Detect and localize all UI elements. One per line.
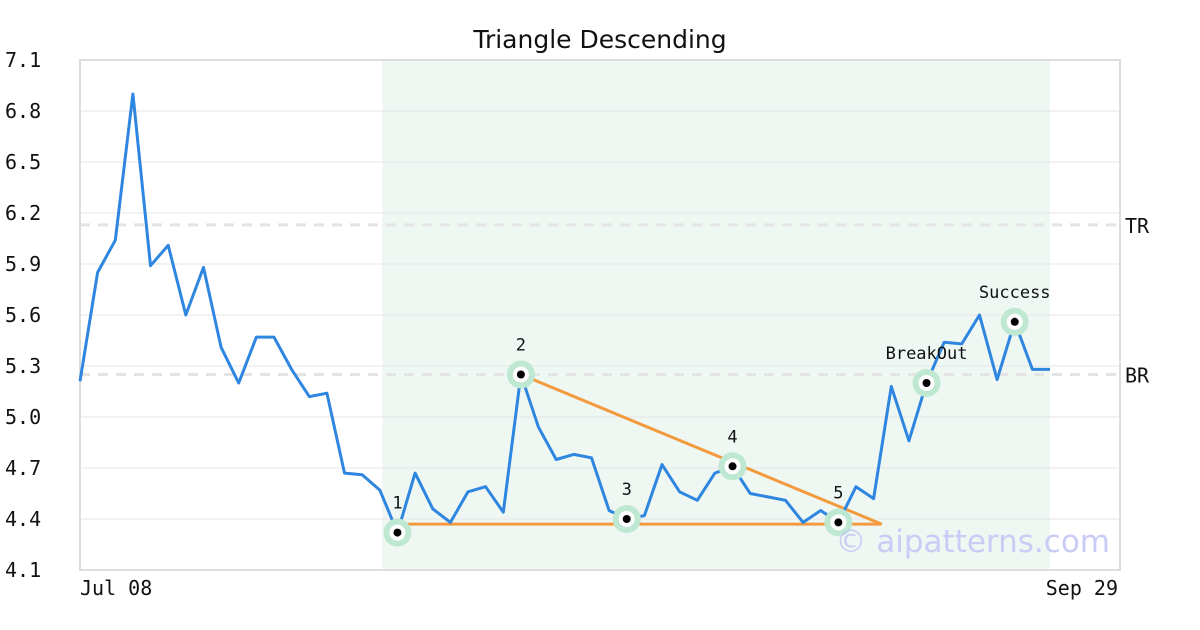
y-tick-label: 6.2 bbox=[5, 201, 41, 225]
point-dot-3 bbox=[622, 515, 631, 523]
level-label-br: BR bbox=[1125, 364, 1150, 388]
plot-frame bbox=[79, 59, 1121, 571]
trendline-2 bbox=[520, 373, 883, 526]
pattern-points-layer: 1 2 3 4 5 BreakOut Success bbox=[383, 283, 1051, 547]
price-series-layer bbox=[78, 92, 1050, 535]
level-lines-layer: TR BR bbox=[80, 214, 1150, 388]
point-label-2: 2 bbox=[516, 336, 526, 356]
point-label-4: 4 bbox=[727, 427, 737, 447]
point-dot-1 bbox=[393, 528, 402, 537]
point-label-3: 3 bbox=[622, 480, 632, 500]
y-tick-label: 5.9 bbox=[5, 252, 41, 276]
level-label-tr: TR bbox=[1125, 214, 1150, 238]
y-tick-label: 5.0 bbox=[5, 405, 41, 429]
y-tick-label: 4.1 bbox=[5, 558, 41, 582]
point-label-breakout: BreakOut bbox=[886, 344, 968, 364]
y-tick-label: 4.7 bbox=[5, 456, 41, 480]
point-dot-4 bbox=[728, 462, 737, 471]
point-label-1: 1 bbox=[392, 494, 402, 514]
y-tick-label: 6.8 bbox=[5, 99, 41, 123]
chart-title: Triangle Descending bbox=[472, 25, 726, 54]
point-dot-2 bbox=[516, 370, 525, 379]
point-dot-breakout bbox=[922, 379, 931, 387]
x-tick-end: Sep 29 bbox=[1046, 576, 1118, 600]
x-tick-start: Jul 08 bbox=[80, 576, 152, 600]
point-label-5: 5 bbox=[833, 483, 843, 503]
point-dot-5 bbox=[834, 518, 843, 527]
y-tick-label: 7.1 bbox=[5, 48, 41, 72]
y-tick-label: 5.3 bbox=[5, 354, 41, 378]
grid-layer bbox=[80, 110, 1120, 520]
y-tick-label: 5.6 bbox=[5, 303, 41, 327]
y-tick-label: 4.4 bbox=[5, 507, 41, 531]
y-tick-label: 6.5 bbox=[5, 150, 41, 174]
price-line bbox=[78, 92, 1050, 535]
point-dot-success bbox=[1010, 317, 1019, 326]
watermark-text: © aipatterns.com bbox=[835, 524, 1110, 560]
y-axis-ticks: 4.1 4.4 4.7 5.0 5.3 5.6 5.9 6.2 6.5 6.8 7.1 bbox=[5, 48, 41, 582]
point-label-success: Success bbox=[979, 283, 1051, 303]
